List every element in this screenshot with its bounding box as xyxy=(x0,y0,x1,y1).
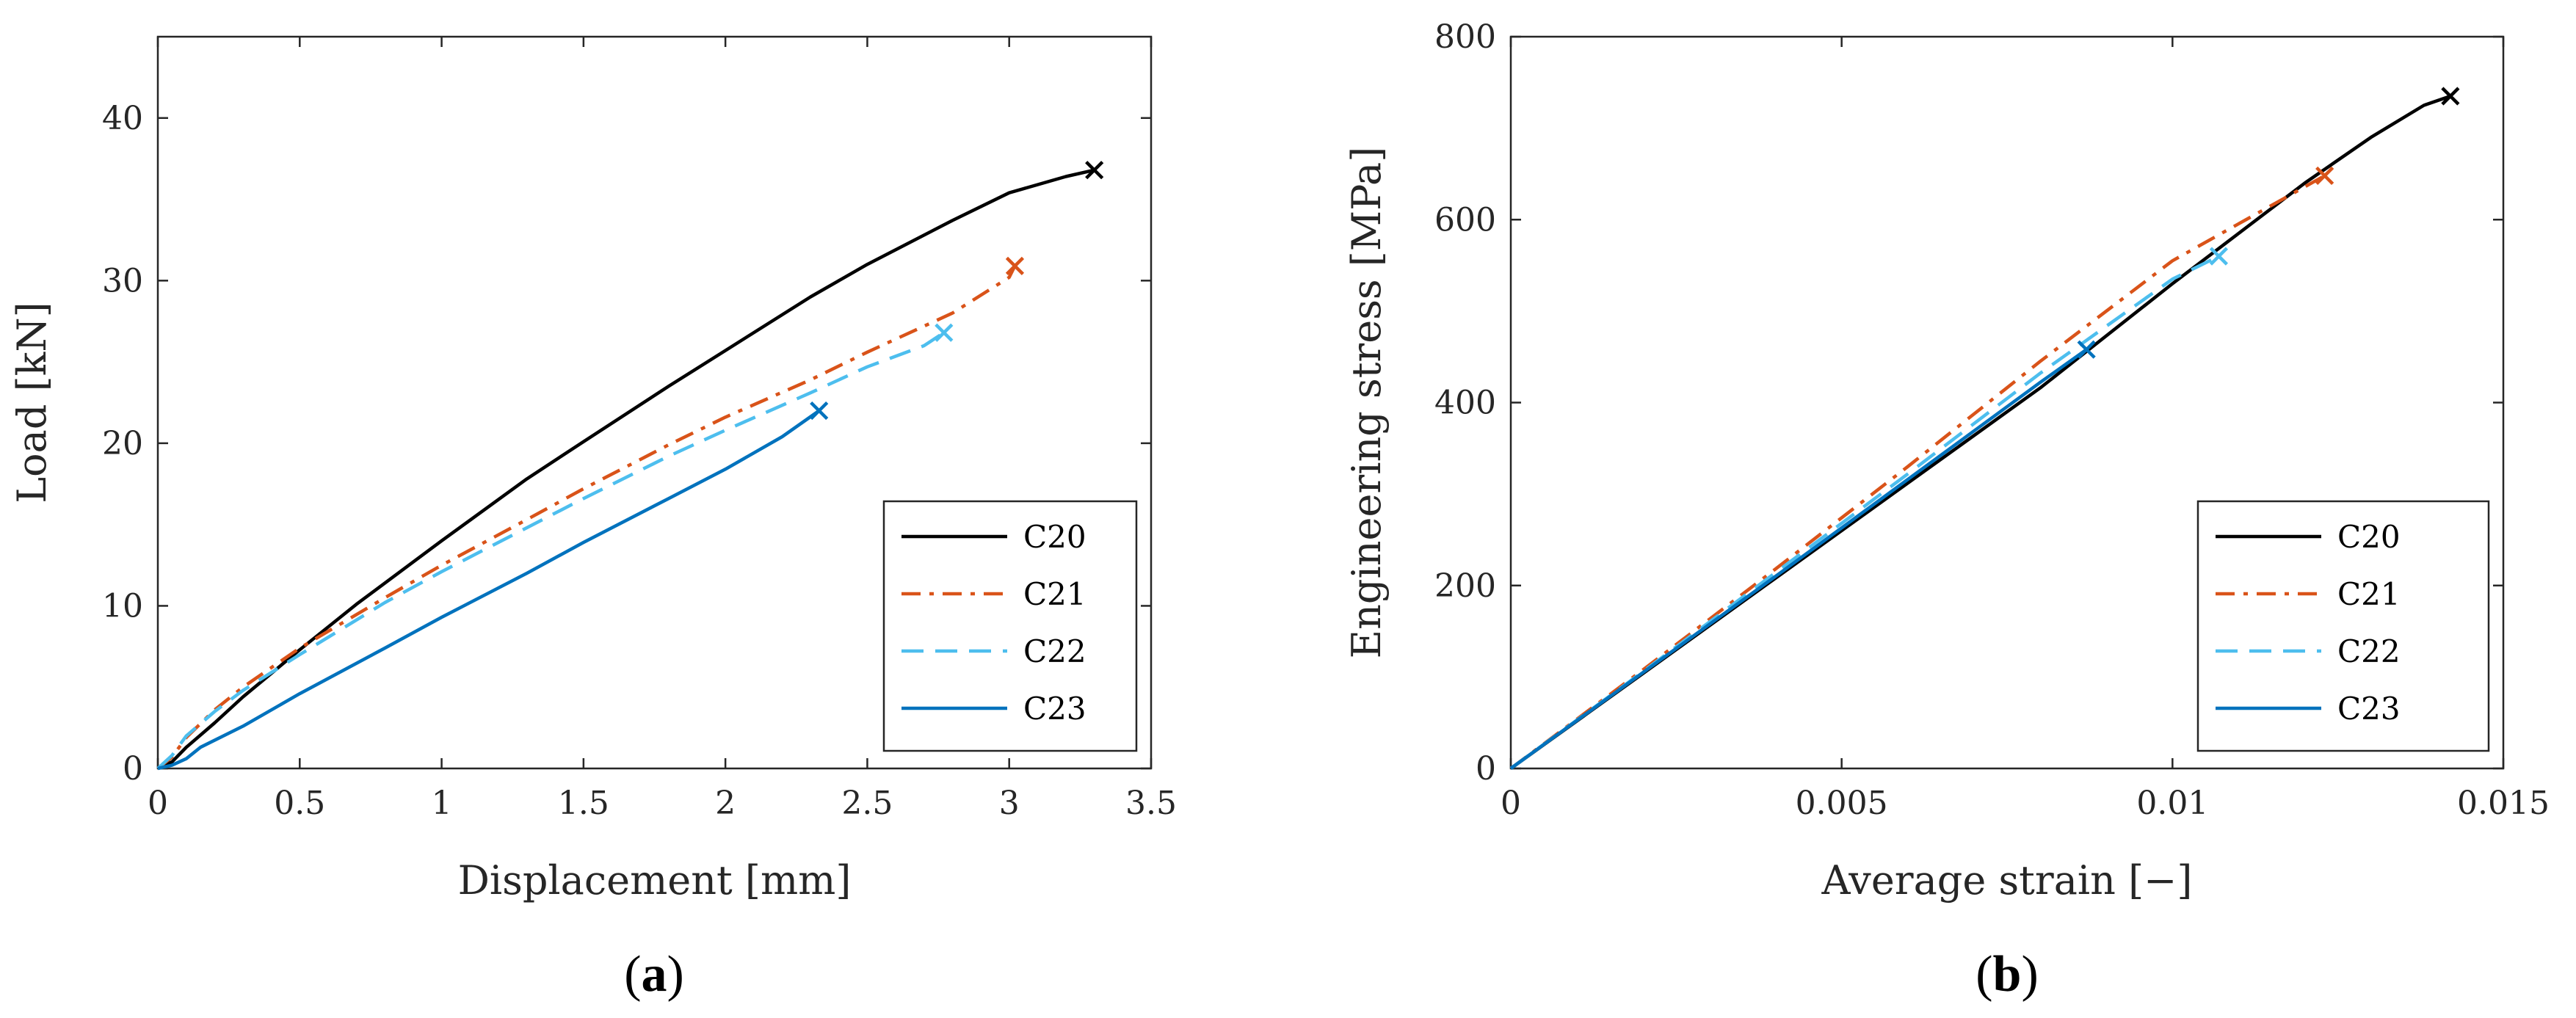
chart-b-end-marker-C23 xyxy=(2077,340,2096,359)
chart-b-x-tick-label: 0.005 xyxy=(1796,785,1888,822)
chart-a-y-tick-label: 20 xyxy=(102,425,143,462)
chart-a-x-axis-label: Displacement [mm] xyxy=(458,857,852,904)
chart-b-series-C23 xyxy=(1509,348,2088,770)
chart-a-legend-label-C20: C20 xyxy=(1023,519,1086,555)
chart-b-end-marker-C21 xyxy=(2315,166,2334,186)
chart-a-series-C22 xyxy=(156,331,946,770)
chart-a-end-marker-C23 xyxy=(810,401,829,421)
chart-b-y-axis-label: Engineering stress [MPa] xyxy=(1343,147,1390,659)
chart-b-legend-label-C23: C23 xyxy=(2337,691,2401,727)
chart-a-series-C20 xyxy=(157,168,1095,771)
chart-b-legend-label-C20: C20 xyxy=(2337,519,2401,555)
chart-a-x-tick-label: 2.5 xyxy=(841,785,893,822)
chart-a-x-tick-label: 0 xyxy=(148,785,168,822)
chart-a-axes-box xyxy=(156,35,1153,770)
chart-a-legend-label-C22: C22 xyxy=(1023,633,1086,669)
chart-a-x-tick-label: 3.5 xyxy=(1125,785,1177,822)
chart-a-y-tick-label: 0 xyxy=(123,750,143,788)
chart-a-x-tick-label: 2 xyxy=(715,785,736,822)
chart-b-y-tick-label: 0 xyxy=(1476,750,1496,788)
chart-b-x-tick-label: 0.015 xyxy=(2457,785,2550,822)
chart-panel-a: 0 0.5 1 1.5 2 2.5 3 3.5 0 10 20 30 40 Displacement [m… xyxy=(9,35,1177,1003)
chart-a-end-marker-C22 xyxy=(935,323,954,342)
chart-b-panel-label: (b) xyxy=(1975,946,2039,1003)
chart-b-end-marker-C20 xyxy=(2441,87,2460,106)
chart-a-legend-box xyxy=(882,500,1138,752)
chart-a-x-tick-label: 0.5 xyxy=(274,785,325,822)
chart-a-end-marker-C20 xyxy=(1085,161,1104,180)
chart-a-x-tick-label: 1.5 xyxy=(558,785,609,822)
chart-b-y-tick-label: 200 xyxy=(1434,567,1496,605)
chart-b-legend-label-C21: C21 xyxy=(2337,576,2401,612)
chart-b-end-marker-C22 xyxy=(2209,247,2229,266)
chart-b-y-tick-label: 600 xyxy=(1434,201,1496,239)
chart-a-y-tick-label: 40 xyxy=(102,100,143,137)
chart-a-panel-label: (a) xyxy=(624,946,684,1003)
chart-a-x-tick-label: 1 xyxy=(432,785,452,822)
chart-panel-b: 0 0.005 0.01 0.015 0 200 400 600 800 Average stra… xyxy=(1343,18,2550,1003)
chart-b-y-tick-label: 800 xyxy=(1434,18,1496,56)
chart-a-legend-label-C21: C21 xyxy=(1023,576,1086,612)
chart-a-y-tick-label: 30 xyxy=(102,262,143,299)
chart-a-y-tick-label: 10 xyxy=(102,587,143,625)
chart-a-x-tick-label: 3 xyxy=(999,785,1020,822)
chart-b-y-tick-label: 400 xyxy=(1434,385,1496,422)
chart-b-legend-label-C22: C22 xyxy=(2337,633,2401,669)
chart-b-x-axis-label: Average strain [−] xyxy=(1821,857,2193,904)
chart-b-series-C21 xyxy=(1509,174,2326,770)
chart-a-end-marker-C21 xyxy=(1005,256,1025,275)
chart-a-y-axis-label: Load [kN] xyxy=(9,302,55,503)
chart-b-series-C22 xyxy=(1509,255,2220,770)
chart-b-x-tick-label: 0 xyxy=(1501,785,1521,822)
chart-a-legend-label-C23: C23 xyxy=(1023,691,1086,727)
chart-a-series-C23 xyxy=(157,409,820,771)
chart-b-x-tick-label: 0.01 xyxy=(2136,785,2208,822)
